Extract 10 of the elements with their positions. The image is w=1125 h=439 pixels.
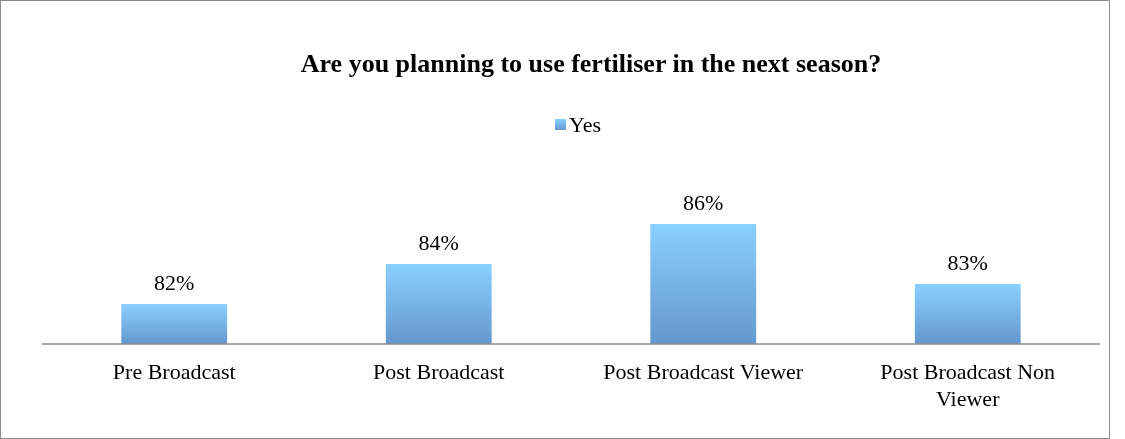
x-tick-label: Post Broadcast Non Viewer	[880, 359, 1056, 411]
data-label: 84%	[418, 230, 459, 255]
legend-label: Yes	[569, 112, 602, 137]
data-label: 82%	[154, 270, 195, 295]
x-tick-label: Post Broadcast Viewer	[603, 359, 804, 384]
x-tick-label: Pre Broadcast	[112, 359, 236, 384]
x-tick-label: Post Broadcast	[373, 359, 505, 384]
data-label: 86%	[683, 190, 724, 215]
data-label: 83%	[947, 250, 988, 275]
chart-title: Are you planning to use fertiliser in the next season?	[300, 49, 882, 78]
